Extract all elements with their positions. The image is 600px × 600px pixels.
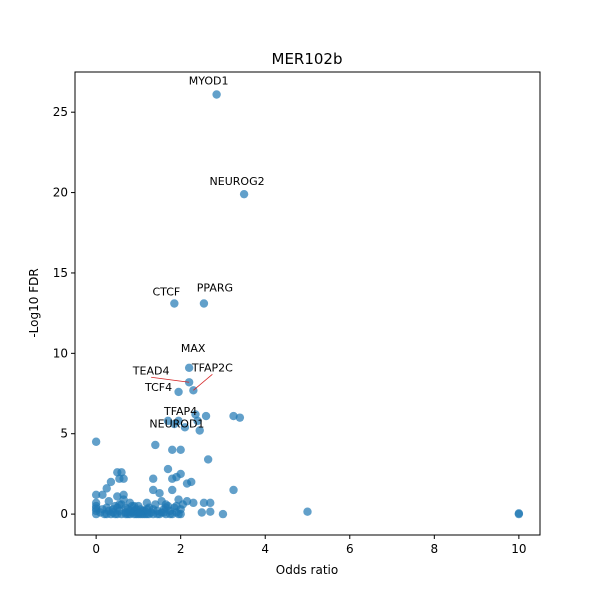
x-tick-label: 4	[261, 542, 269, 556]
point-label: CTCF	[152, 286, 180, 299]
data-point	[168, 485, 177, 495]
data-point	[180, 423, 190, 432]
x-tick-label: 8	[430, 542, 438, 556]
point-label: TFAP2C	[191, 361, 233, 374]
data-point	[157, 497, 166, 506]
x-axis-label: Odds ratio	[276, 563, 338, 577]
data-point	[206, 498, 215, 508]
data-point	[184, 363, 194, 373]
data-point	[189, 498, 198, 508]
data-point	[239, 189, 249, 199]
data-point	[193, 416, 202, 426]
data-point	[172, 472, 181, 482]
data-point	[119, 474, 128, 483]
y-tick-label: 10	[53, 346, 68, 360]
data-point	[129, 501, 139, 511]
data-point	[176, 445, 185, 454]
data-point	[149, 485, 158, 495]
y-tick-label: 25	[53, 105, 68, 119]
data-point	[168, 445, 177, 454]
point-label: TEAD4	[132, 364, 170, 377]
data-point	[170, 419, 179, 429]
data-point	[195, 426, 204, 435]
data-point	[203, 455, 213, 464]
point-label: NEUROG2	[210, 175, 265, 188]
x-tick-label: 10	[511, 542, 526, 556]
point-label: PPARG	[197, 282, 233, 295]
data-point	[163, 464, 173, 474]
y-axis: 0 5 10 15 20 25	[53, 105, 75, 521]
chart-title: MER102b	[272, 50, 343, 68]
data-point	[142, 505, 152, 514]
data-point	[178, 500, 187, 509]
y-axis-label: -Log10 FDR	[27, 268, 41, 337]
data-point	[170, 299, 179, 308]
data-point	[206, 507, 215, 516]
point-label: MYOD1	[189, 75, 229, 88]
data-point	[108, 508, 118, 517]
data-point	[102, 509, 111, 519]
y-tick-label: 5	[60, 427, 68, 441]
x-tick-label: 0	[92, 542, 100, 556]
data-point	[235, 413, 245, 422]
y-tick-label: 15	[53, 266, 68, 280]
data-point	[91, 490, 101, 500]
data-point	[113, 492, 122, 501]
data-point	[91, 498, 101, 508]
plot-frame	[74, 71, 541, 536]
point-labels-layer: MYOD1 NEUROG2 CTCF PPARG MAX TEAD4 TFAP2C TCF4 T…	[132, 75, 265, 431]
y-tick-label: 0	[60, 507, 68, 521]
data-point	[165, 509, 175, 519]
data-point	[155, 489, 164, 498]
data-point	[149, 474, 158, 483]
points-layer	[91, 90, 524, 519]
point-label: TFAP4	[163, 405, 197, 418]
data-point	[199, 498, 209, 508]
data-point	[106, 477, 116, 487]
data-point	[98, 490, 107, 500]
point-label: TCF4	[144, 381, 172, 394]
x-axis: 0 2 4 6 8 10	[92, 535, 527, 556]
data-point	[187, 477, 196, 487]
label-leader-line	[151, 376, 190, 383]
data-point	[174, 387, 183, 397]
data-point	[229, 485, 238, 495]
x-tick-label: 6	[346, 542, 354, 556]
data-point	[197, 508, 207, 517]
data-point	[176, 509, 185, 519]
point-label: MAX	[181, 342, 206, 355]
data-point	[91, 437, 101, 446]
data-point	[229, 411, 238, 421]
data-point	[159, 508, 168, 517]
data-point	[191, 410, 200, 419]
data-point	[151, 440, 160, 450]
data-point	[102, 484, 111, 493]
data-point	[134, 509, 143, 519]
point-label: NEUROD1	[149, 417, 204, 430]
data-point	[172, 501, 181, 511]
data-point	[201, 411, 211, 421]
x-tick-label: 2	[177, 542, 185, 556]
data-point	[199, 299, 209, 308]
data-point	[514, 509, 524, 518]
data-point	[218, 509, 228, 519]
data-point	[117, 468, 126, 477]
label-leader-line	[193, 374, 213, 391]
data-point	[104, 497, 114, 506]
data-point	[303, 507, 312, 516]
data-point	[163, 416, 173, 426]
y-tick-label: 20	[53, 186, 68, 200]
data-point	[115, 500, 124, 509]
data-point	[212, 90, 221, 99]
data-point	[153, 509, 162, 519]
